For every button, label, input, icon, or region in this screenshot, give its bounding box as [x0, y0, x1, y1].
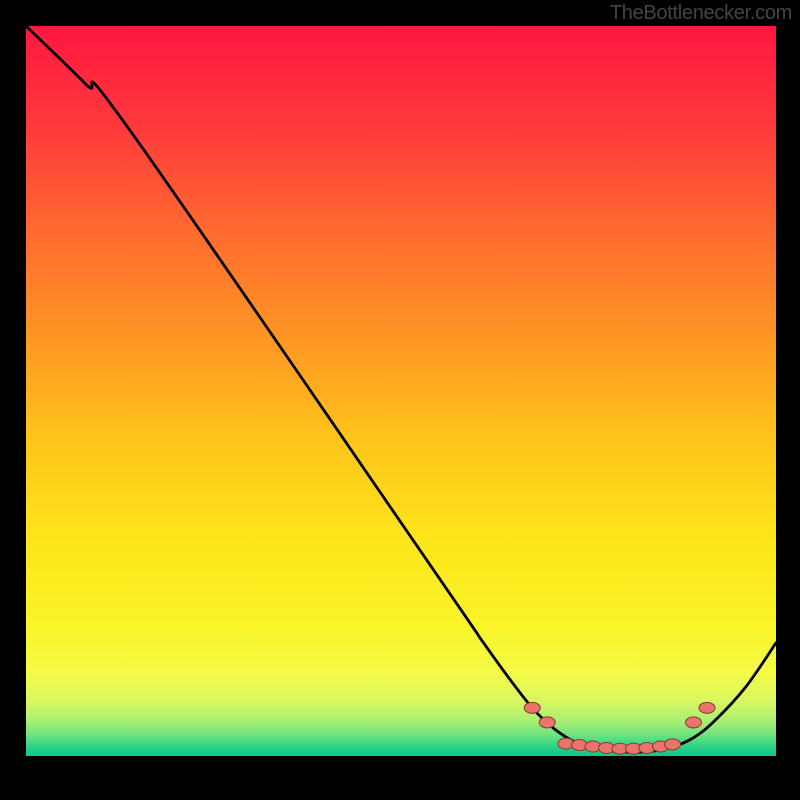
bottleneck-chart — [0, 0, 800, 800]
chart-root: TheBottlenecker.com — [0, 0, 800, 800]
plot-background — [26, 26, 776, 756]
data-marker — [524, 702, 540, 713]
data-marker — [686, 717, 702, 728]
data-marker — [539, 717, 555, 728]
data-marker — [665, 739, 681, 750]
watermark-text: TheBottlenecker.com — [610, 2, 792, 25]
data-marker — [699, 702, 715, 713]
